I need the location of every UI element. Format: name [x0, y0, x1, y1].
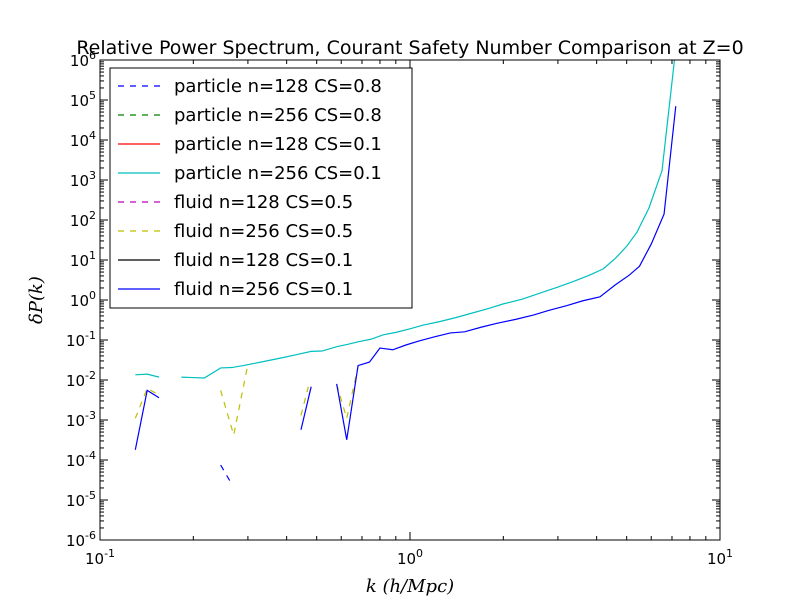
- legend-label-6: fluid n=256 CS=0.5: [174, 221, 353, 242]
- y-tick-label: 103: [70, 169, 96, 190]
- legend-label-1: particle n=128 CS=0.8: [174, 76, 382, 97]
- y-tick-label: 10-5: [66, 489, 96, 510]
- series-8-line-3: [336, 106, 677, 440]
- legend-label-4: particle n=256 CS=0.1: [174, 163, 382, 184]
- y-axis-label: δP(k): [26, 276, 47, 324]
- series-layer: [134, 60, 677, 485]
- tick-layer: 10-1 100 101 10-6 10-5 10-4 10-3 10-2 10-1 100 101…: [66, 49, 733, 568]
- y-tick-label: 101: [70, 249, 96, 270]
- series-8-line-2: [300, 386, 312, 430]
- legend-box: [109, 67, 413, 309]
- x-tick-label: 10-1: [85, 547, 115, 568]
- legend-label-3: particle n=128 CS=0.1: [174, 134, 382, 155]
- series-6-line-3: [300, 386, 309, 416]
- series-4-line-2: [181, 60, 676, 379]
- legend-label-2: particle n=256 CS=0.8: [174, 105, 382, 126]
- y-tick-label: 106: [70, 49, 96, 70]
- x-axis-label: k (h/Mpc): [366, 576, 454, 597]
- legend-label-5: fluid n=128 CS=0.5: [174, 192, 353, 213]
- y-tick-label: 10-6: [66, 529, 96, 550]
- y-tick-label: 100: [70, 289, 96, 310]
- legend-label-8: fluid n=256 CS=0.1: [174, 279, 353, 300]
- x-tick-label: 101: [707, 547, 733, 568]
- series-6-line-1: [134, 387, 160, 419]
- series-8-line-1: [134, 389, 160, 450]
- y-tick-label: 102: [70, 209, 96, 230]
- x-tick-label: 100: [397, 547, 423, 568]
- y-tick-label: 10-3: [66, 409, 96, 430]
- legend-label-7: fluid n=128 CS=0.1: [174, 250, 353, 271]
- y-tick-label: 10-1: [66, 329, 96, 350]
- legend: particle n=128 CS=0.8 particle n=256 CS=0…: [109, 67, 413, 309]
- y-tick-label: 10-4: [66, 449, 96, 470]
- series-4-line-1: [135, 373, 160, 378]
- y-tick-label: 10-2: [66, 369, 96, 390]
- series-6-line-2: [220, 363, 249, 436]
- chart-title: Relative Power Spectrum, Courant Safety …: [76, 37, 743, 59]
- y-tick-label: 104: [70, 129, 96, 150]
- y-tick-label: 105: [70, 89, 96, 110]
- series-1-line-1: [220, 464, 233, 485]
